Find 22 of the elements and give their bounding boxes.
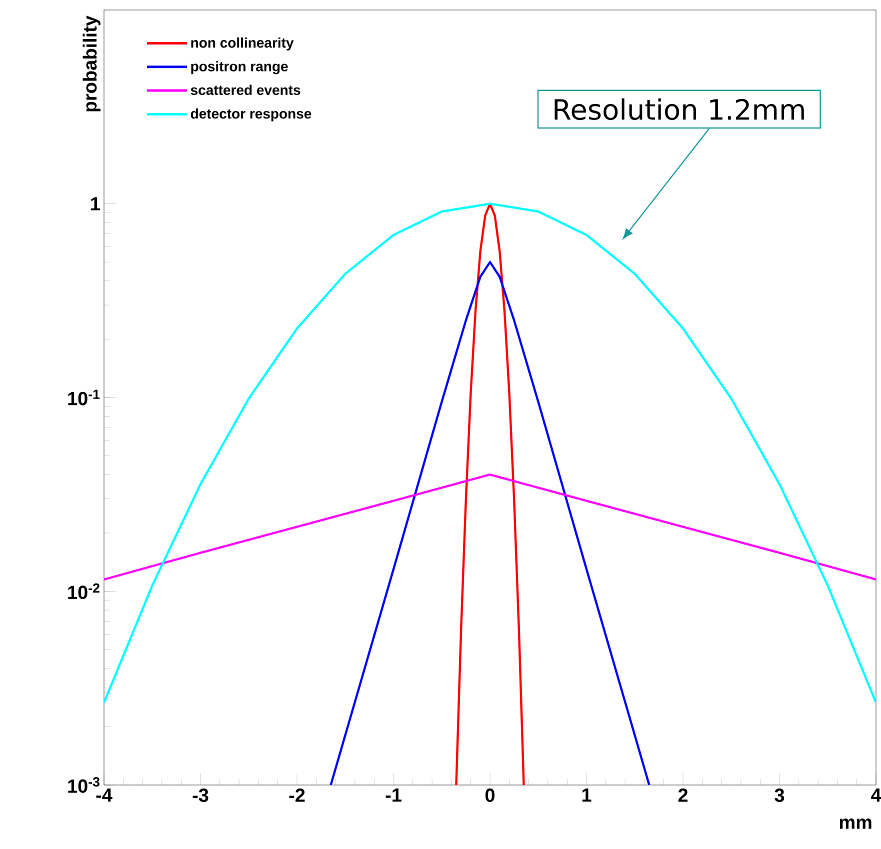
x-tick-label: -1 <box>386 788 402 802</box>
legend-label: scattered events <box>190 84 300 96</box>
x-tick-label: -3 <box>192 788 208 802</box>
line-series <box>104 474 876 581</box>
legend-label: detector response <box>190 108 312 122</box>
y-tick-label: 10$^{-1}$ <box>68 390 100 406</box>
x-tick-label: -2 <box>289 788 305 802</box>
line-series <box>455 202 525 786</box>
legend-label: non collinearity <box>191 37 294 50</box>
line-series <box>104 202 876 704</box>
x-tick-label: 3 <box>774 788 784 802</box>
y-axis-title: probability <box>82 16 100 112</box>
annotation: Resolution 1.2mm <box>554 98 804 120</box>
x-tick-label: 2 <box>678 788 688 802</box>
y-tick-label: 10$^{-2}$ <box>68 583 100 600</box>
y-tick-label: 1 <box>91 197 100 210</box>
line-series <box>330 260 650 786</box>
x-axis-title: mm <box>840 818 872 829</box>
x-tick-label: 0 <box>485 788 495 802</box>
legend-label: positron range <box>191 61 288 74</box>
x-tick-label: 4 <box>871 788 881 802</box>
x-tick-label: 1 <box>582 788 592 802</box>
